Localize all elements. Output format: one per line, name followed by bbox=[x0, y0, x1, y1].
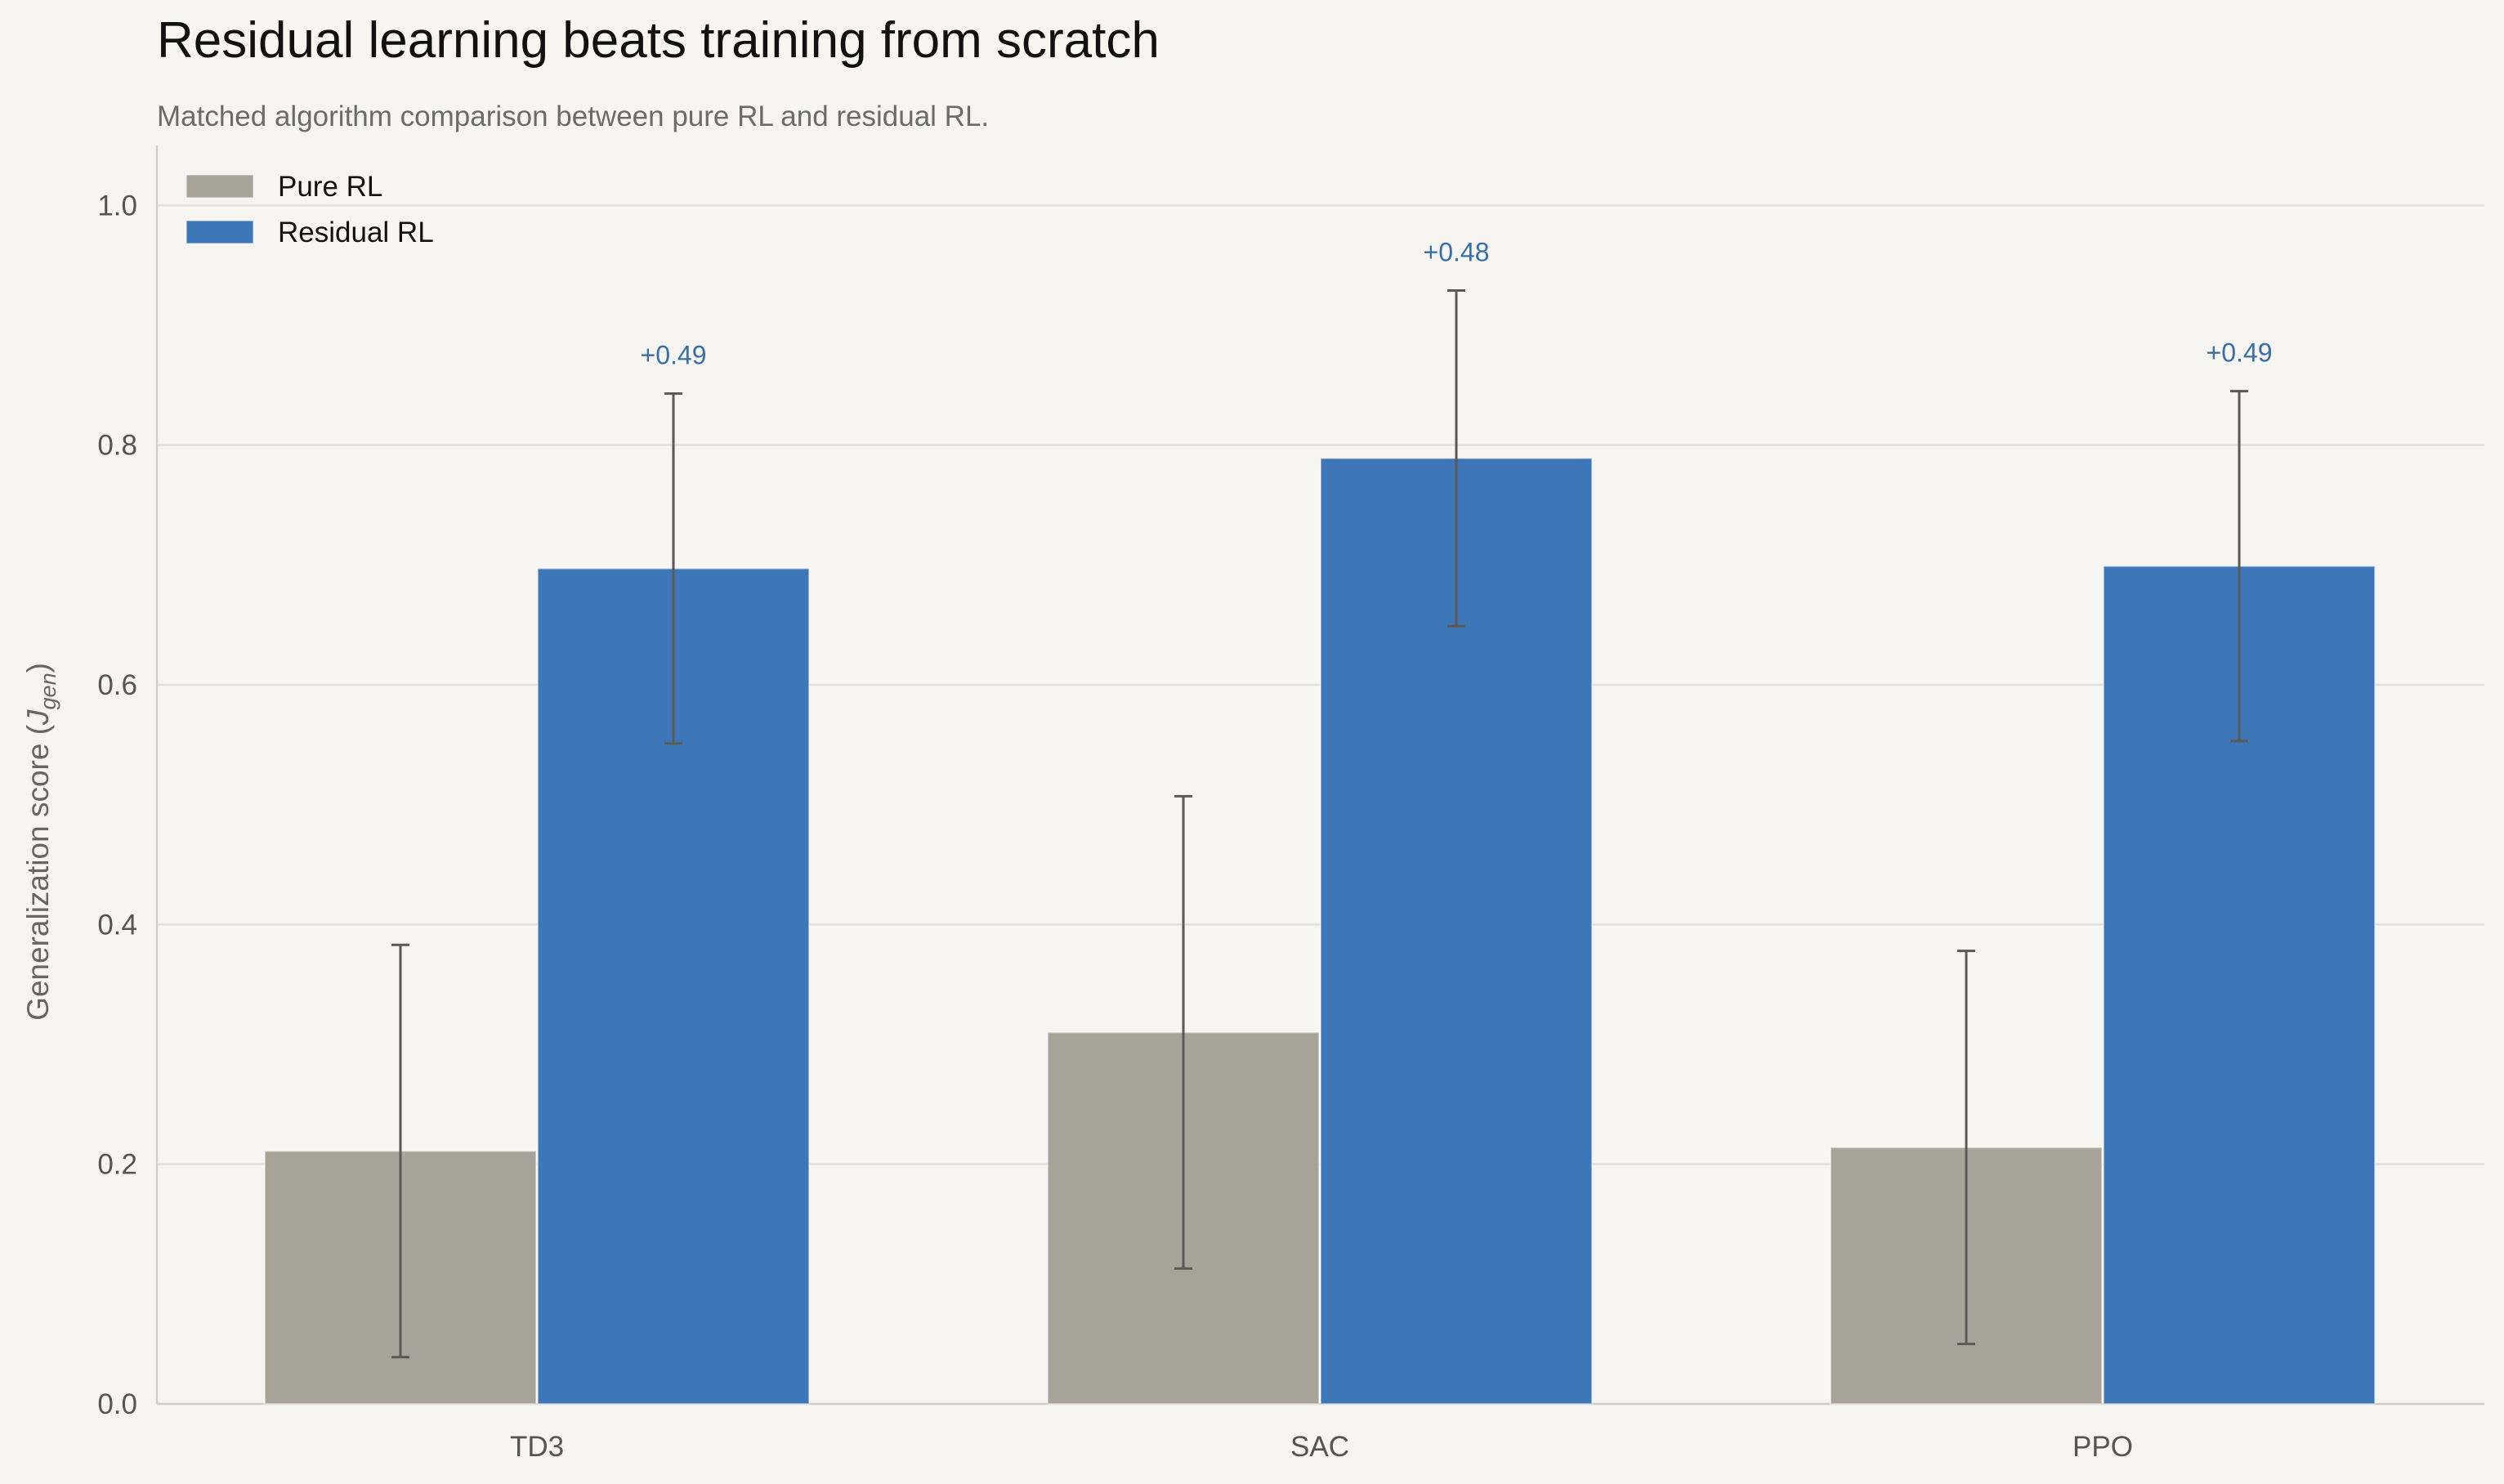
x-tick-label: SAC bbox=[1290, 1431, 1349, 1463]
legend: Pure RL Residual RL bbox=[186, 171, 434, 248]
legend-label: Pure RL bbox=[278, 171, 382, 203]
x-tick-label: TD3 bbox=[510, 1431, 564, 1463]
y-tick-label: 0.4 bbox=[97, 909, 137, 941]
y-tick-label: 1.0 bbox=[97, 190, 137, 221]
chart-subtitle: Matched algorithm comparison between pur… bbox=[157, 101, 989, 132]
delta-label: +0.49 bbox=[641, 341, 707, 370]
y-tick-label: 0.6 bbox=[97, 669, 137, 701]
chart-title: Residual learning beats training from sc… bbox=[157, 12, 1160, 69]
bars bbox=[264, 288, 2376, 1406]
delta-label: +0.49 bbox=[2207, 338, 2273, 368]
tick-labels: 0.0 0.2 0.4 0.6 0.8 1.0 +0.49 TD3 +0.48 SAC +0.49 P… bbox=[97, 190, 2272, 1463]
delta-label: +0.48 bbox=[1424, 237, 1490, 266]
y-tick-label: 0.2 bbox=[97, 1149, 137, 1181]
y-axis-label: Generalization score (Jgen) bbox=[21, 663, 60, 1021]
legend-swatch bbox=[186, 220, 254, 244]
legend-swatch bbox=[186, 174, 254, 199]
x-tick-label: PPO bbox=[2073, 1431, 2133, 1463]
y-tick-label: 0.0 bbox=[97, 1388, 137, 1420]
legend-label: Residual RL bbox=[278, 217, 434, 248]
y-tick-label: 0.8 bbox=[97, 430, 137, 462]
